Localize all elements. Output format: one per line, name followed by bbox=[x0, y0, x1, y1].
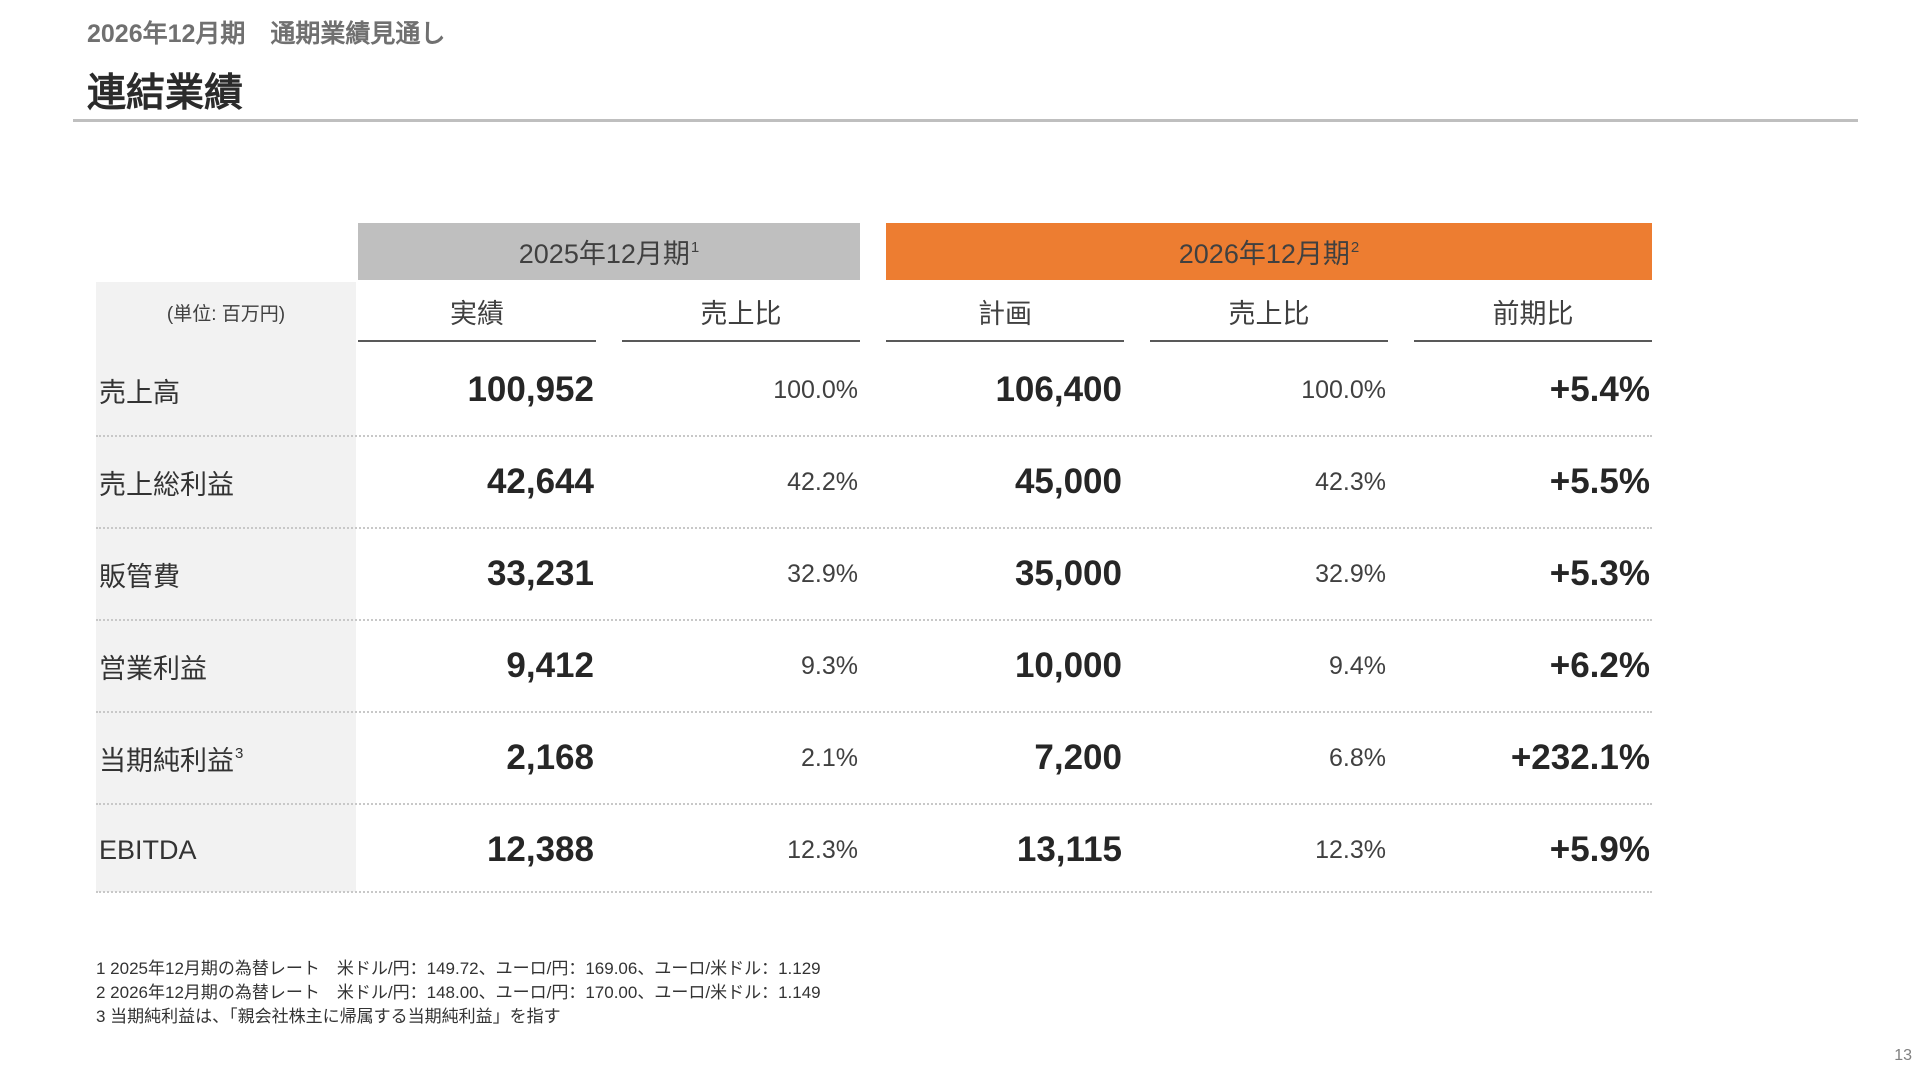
footnote-2: 2 2026年12月期の為替レート 米ドル/円：148.00、ユーロ/円：170… bbox=[96, 983, 821, 1002]
actual-value: 9,412 bbox=[506, 646, 594, 685]
header-2025-note: 1 bbox=[690, 239, 700, 256]
plan-value: 35,000 bbox=[1014, 554, 1122, 593]
yoy-change: +5.4% bbox=[1549, 370, 1650, 409]
column-header-plan-ratio: 売上比 bbox=[1150, 282, 1388, 342]
plan-ratio: 12.3% bbox=[1315, 835, 1386, 864]
header-2025-group: 2025年12月期 1 bbox=[358, 223, 860, 280]
yoy-change: +232.1% bbox=[1510, 738, 1650, 777]
page-number: 13 bbox=[1894, 1047, 1912, 1064]
title-divider bbox=[73, 119, 1858, 122]
plan-ratio: 42.3% bbox=[1315, 467, 1386, 496]
plan-value: 13,115 bbox=[1016, 830, 1122, 869]
plan-ratio: 100.0% bbox=[1301, 375, 1386, 404]
row-separator bbox=[96, 619, 1652, 621]
footnote-1: 1 2025年12月期の為替レート 米ドル/円：149.72、ユーロ/円：169… bbox=[96, 959, 821, 978]
footnote-3: 3 当期純利益は、「親会社株主に帰属する当期純利益」を指す bbox=[96, 1007, 561, 1026]
actual-value: 33,231 bbox=[486, 554, 594, 593]
row-label: 販管費 bbox=[99, 561, 180, 592]
plan-value: 10,000 bbox=[1014, 646, 1122, 685]
plan-ratio: 9.4% bbox=[1329, 651, 1386, 680]
row-separator bbox=[96, 891, 1652, 893]
row-separator bbox=[96, 435, 1652, 437]
actual-ratio: 100.0% bbox=[773, 375, 858, 404]
column-header-actual: 実績 bbox=[358, 282, 596, 342]
row-separator bbox=[96, 803, 1652, 805]
unit-label: (単位: 百万円) bbox=[166, 303, 286, 325]
yoy-change: +5.3% bbox=[1549, 554, 1650, 593]
actual-value: 2,168 bbox=[506, 738, 594, 777]
row-label: 売上総利益 bbox=[99, 469, 234, 500]
plan-value: 106,400 bbox=[995, 370, 1122, 409]
actual-ratio: 32.9% bbox=[787, 559, 858, 588]
row-separator bbox=[96, 527, 1652, 529]
actual-ratio: 42.2% bbox=[787, 467, 858, 496]
column-header-plan: 計画 bbox=[886, 282, 1124, 342]
column-header-yoy: 前期比 bbox=[1414, 282, 1652, 342]
header-2026-label: 2026年12月期 bbox=[1178, 239, 1350, 269]
section-subtitle: 2026年12月期 通期業績見通し bbox=[87, 20, 446, 48]
yoy-change: +5.9% bbox=[1549, 830, 1650, 869]
actual-value: 12,388 bbox=[486, 830, 594, 869]
row-label: 当期純利益 3 bbox=[99, 744, 244, 776]
actual-ratio: 12.3% bbox=[787, 835, 858, 864]
plan-ratio: 6.8% bbox=[1329, 743, 1386, 772]
column-header-actual-ratio: 売上比 bbox=[622, 282, 860, 342]
actual-ratio: 2.1% bbox=[801, 743, 858, 772]
plan-value: 45,000 bbox=[1014, 462, 1122, 501]
header-2025-label: 2025年12月期 bbox=[518, 239, 690, 269]
actual-value: 42,644 bbox=[486, 462, 594, 501]
label-column-background bbox=[96, 282, 356, 892]
yoy-change: +5.5% bbox=[1549, 462, 1650, 501]
actual-ratio: 9.3% bbox=[801, 651, 858, 680]
row-label: EBITDA bbox=[99, 834, 197, 865]
row-label: 売上高 bbox=[99, 377, 180, 408]
row-separator bbox=[96, 711, 1652, 713]
plan-ratio: 32.9% bbox=[1315, 559, 1386, 588]
page-title: 連結業績 bbox=[87, 72, 244, 115]
plan-value: 7,200 bbox=[1034, 738, 1122, 777]
yoy-change: +6.2% bbox=[1549, 646, 1650, 685]
actual-value: 100,952 bbox=[467, 370, 594, 409]
header-2026-group: 2026年12月期 2 bbox=[886, 223, 1652, 280]
row-label: 営業利益 bbox=[99, 653, 207, 684]
header-2026-note: 2 bbox=[1350, 239, 1360, 256]
